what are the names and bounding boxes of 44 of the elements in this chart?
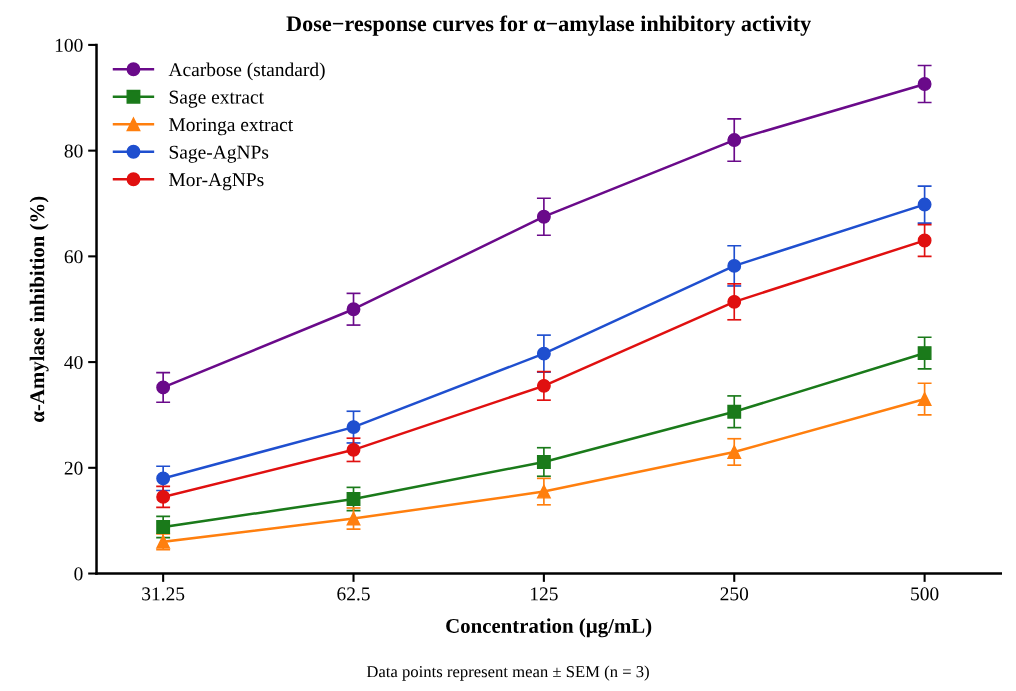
point (727, 404, 742, 419)
legend-label: Sage extract (169, 90, 264, 108)
point (346, 302, 361, 317)
x-tick-label: 31.25 (142, 587, 185, 601)
y-tick-label: 0 (74, 567, 83, 581)
text: Data points represent mean ± SEM (n = 3) (366, 665, 649, 681)
point (536, 484, 551, 499)
point (917, 233, 932, 248)
point (156, 489, 171, 504)
point (917, 392, 932, 407)
point (536, 378, 551, 393)
point (727, 133, 742, 148)
point (536, 346, 551, 361)
legend-label: Sage-AgNPs (169, 145, 269, 163)
y-axis-title: α-Amylase inhibition (%) (29, 196, 49, 422)
x-tick-label: 250 (720, 587, 749, 601)
legend-label: Acarbose (standard) (168, 62, 325, 81)
point (346, 420, 361, 435)
y-tick-label: 60 (64, 250, 83, 264)
y-tick-label: 100 (55, 38, 83, 52)
x-tick-label: 125 (531, 587, 558, 601)
point (156, 471, 171, 486)
y-tick-label: 20 (64, 461, 83, 475)
point (917, 77, 932, 91)
x-axis-title: Concentration (µg/mL) (446, 618, 652, 638)
chart-title: Dose−response curves for α−amylase inhibitory activity (286, 15, 811, 36)
point (536, 209, 551, 224)
point (156, 380, 171, 395)
legend-label: Moringa extract (169, 118, 294, 136)
point (346, 442, 361, 457)
point (346, 492, 361, 506)
y-tick-label: 80 (64, 144, 83, 158)
point (727, 445, 742, 459)
point (917, 197, 932, 212)
point (727, 294, 742, 309)
point (536, 455, 551, 469)
point (346, 511, 361, 526)
point (727, 258, 742, 273)
y-tick-label: 40 (64, 355, 83, 370)
legend-label: Mor-AgNPs (169, 173, 264, 191)
point (917, 346, 932, 361)
x-tick-label: 500 (911, 587, 939, 601)
point (156, 520, 171, 534)
x-tick-label: 62.5 (337, 587, 370, 601)
